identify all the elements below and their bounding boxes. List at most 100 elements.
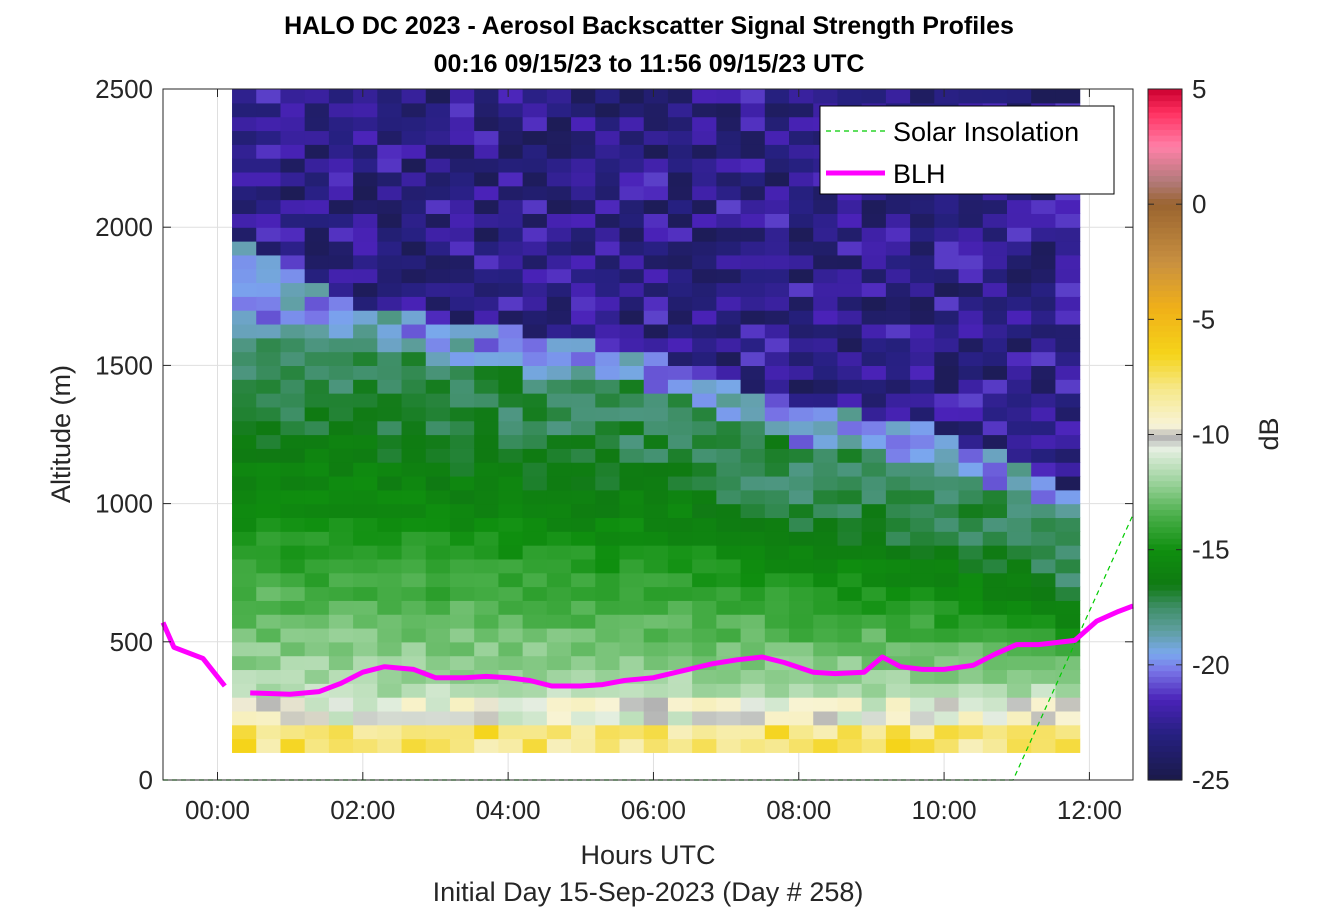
- heatmap-cell: [764, 282, 790, 297]
- heatmap-cell: [522, 310, 548, 325]
- y-tick-label: 1000: [95, 489, 153, 519]
- y-tick-label: 1500: [95, 350, 153, 380]
- x-tick-label: 06:00: [621, 795, 686, 825]
- heatmap-cell: [522, 89, 548, 104]
- colorbar-segment: [1148, 647, 1182, 654]
- heatmap-cell: [958, 503, 984, 519]
- heatmap-cell: [619, 102, 645, 118]
- heatmap-cell: [425, 296, 451, 311]
- heatmap-cell: [304, 614, 330, 629]
- heatmap-cell: [910, 558, 935, 574]
- heatmap-cell: [910, 393, 935, 408]
- heatmap-cell: [280, 517, 306, 532]
- heatmap-cell: [449, 600, 475, 615]
- heatmap-cell: [885, 572, 911, 588]
- heatmap-cell: [667, 393, 693, 408]
- heatmap-cell: [280, 102, 306, 118]
- heatmap-cell: [910, 503, 935, 519]
- heatmap-cell: [522, 710, 548, 726]
- heatmap-cell: [256, 420, 282, 436]
- heatmap-cell: [474, 89, 500, 104]
- heatmap-cell: [449, 448, 475, 463]
- heatmap-cell: [474, 254, 500, 270]
- heatmap-cell: [740, 254, 766, 270]
- heatmap-cell: [401, 351, 427, 366]
- heatmap-cell: [1006, 572, 1032, 588]
- heatmap-cell: [837, 614, 863, 629]
- heatmap-cell: [571, 586, 596, 601]
- heatmap-cell: [280, 116, 306, 132]
- heatmap-cell: [716, 517, 742, 532]
- heatmap-cell: [425, 351, 451, 366]
- colorbar-segment: [1148, 613, 1182, 620]
- heatmap-cell: [1031, 558, 1057, 574]
- heatmap-cell: [885, 337, 911, 353]
- heatmap-cell: [934, 614, 960, 629]
- heatmap-cell: [740, 489, 766, 505]
- heatmap-cell: [789, 144, 814, 159]
- x-tick-label: 12:00: [1057, 795, 1122, 825]
- heatmap-cell: [885, 406, 911, 422]
- heatmap-cell: [377, 475, 403, 491]
- heatmap-cell: [232, 614, 257, 629]
- heatmap-cell: [280, 406, 306, 422]
- heatmap-cell: [692, 296, 717, 311]
- heatmap-cell: [328, 614, 354, 629]
- heatmap-cell: [256, 448, 282, 463]
- heatmap-cell: [546, 296, 572, 311]
- heatmap-cell: [1055, 489, 1081, 505]
- heatmap-cell: [328, 724, 354, 740]
- heatmap-cell: [643, 185, 669, 201]
- heatmap-cell: [449, 116, 475, 132]
- heatmap-cell: [1006, 517, 1032, 532]
- heatmap-cell: [304, 171, 330, 187]
- heatmap-cell: [958, 337, 984, 353]
- heatmap-cell: [934, 351, 960, 366]
- heatmap-cell: [740, 641, 766, 657]
- heatmap-cell: [1031, 600, 1057, 615]
- heatmap-cell: [280, 268, 306, 284]
- heatmap-cell: [522, 393, 548, 408]
- heatmap-cell: [643, 102, 669, 118]
- heatmap-cell: [982, 558, 1008, 574]
- heatmap-cell: [716, 282, 742, 297]
- heatmap-cell: [934, 393, 960, 408]
- colorbar-segment: [1148, 756, 1182, 764]
- heatmap-cell: [474, 420, 500, 436]
- heatmap-cell: [958, 254, 984, 270]
- heatmap-cell: [1006, 586, 1032, 601]
- heatmap-cell: [546, 337, 572, 353]
- heatmap-cell: [353, 158, 378, 173]
- heatmap-cell: [328, 144, 354, 159]
- heatmap-cell: [425, 254, 451, 270]
- heatmap-cell: [546, 475, 572, 491]
- heatmap-cell: [498, 323, 524, 339]
- heatmap-cell: [1031, 282, 1057, 297]
- heatmap-cell: [498, 710, 524, 726]
- heatmap-cell: [837, 282, 863, 297]
- heatmap-cell: [958, 600, 984, 615]
- heatmap-cell: [401, 738, 427, 753]
- heatmap-cell: [449, 738, 475, 753]
- colorbar-segment: [1148, 636, 1182, 643]
- heatmap-cell: [377, 503, 403, 519]
- heatmap-cell: [692, 393, 717, 408]
- colorbar-segment: [1148, 630, 1182, 637]
- heatmap-cell: [474, 171, 500, 187]
- heatmap-cell: [837, 323, 863, 339]
- heatmap-cell: [789, 213, 814, 228]
- heatmap-cell: [498, 268, 524, 284]
- colorbar-segment: [1148, 227, 1182, 234]
- heatmap-cell: [401, 323, 427, 339]
- heatmap-cell: [571, 199, 596, 214]
- heatmap-cell: [1055, 420, 1081, 436]
- heatmap-cell: [619, 724, 645, 740]
- heatmap-cell: [643, 627, 669, 643]
- heatmap-cell: [885, 351, 911, 366]
- heatmap-cell: [813, 558, 839, 574]
- heatmap-cell: [764, 379, 790, 394]
- heatmap-cell: [861, 241, 887, 256]
- heatmap-cell: [716, 683, 742, 698]
- heatmap-cell: [667, 462, 693, 477]
- heatmap-cell: [813, 365, 839, 380]
